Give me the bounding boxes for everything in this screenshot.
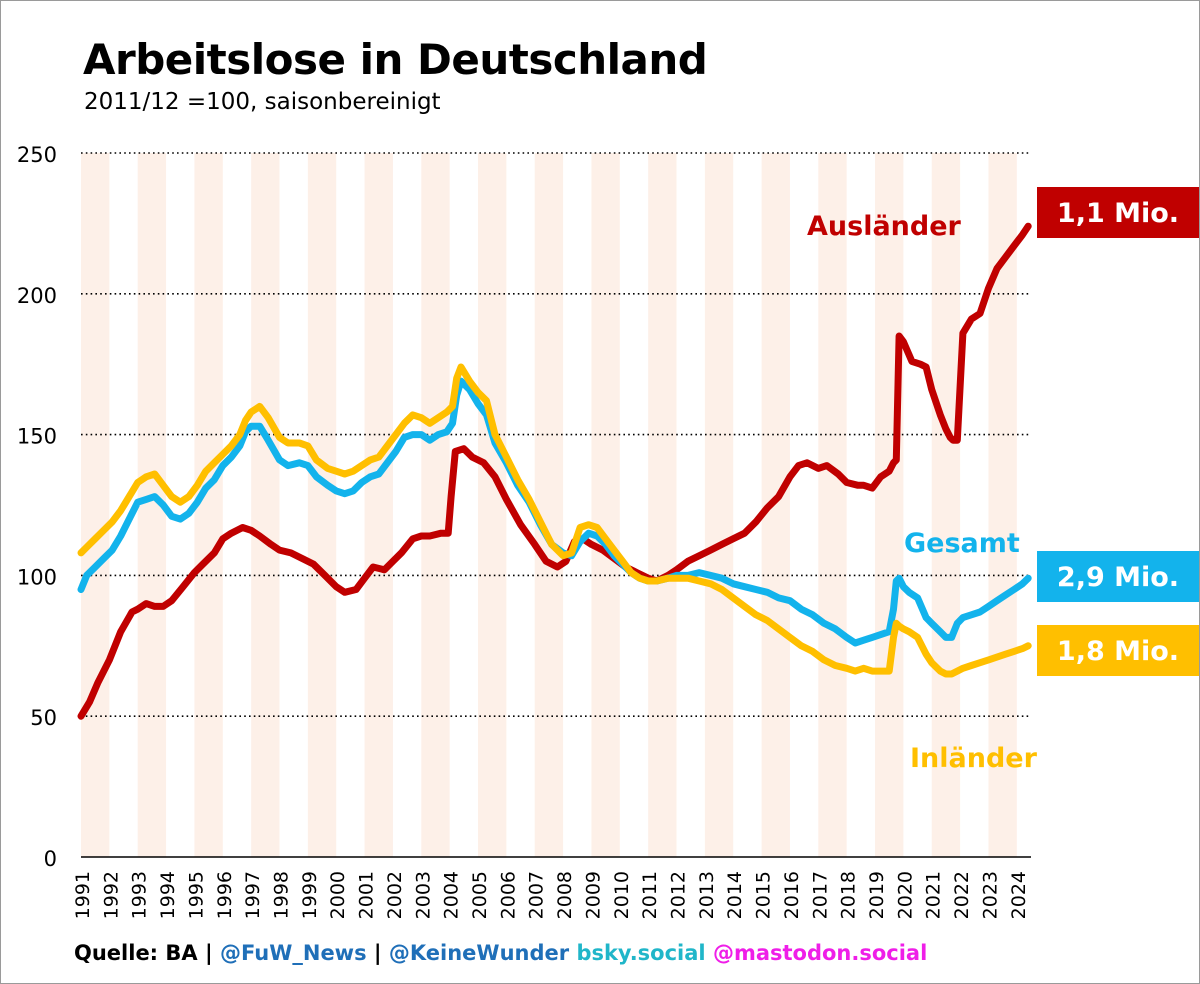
year-stripe bbox=[81, 153, 110, 857]
x-tick-label: 2008 bbox=[554, 871, 576, 919]
series-lines bbox=[77, 222, 1032, 720]
value-badge-label: 2,9 Mio. bbox=[1057, 562, 1179, 593]
y-tick-label: 250 bbox=[17, 143, 57, 167]
year-stripe bbox=[875, 153, 904, 857]
x-tick-label: 2001 bbox=[356, 871, 378, 919]
year-stripe bbox=[818, 153, 847, 857]
year-stripe bbox=[704, 153, 734, 857]
x-tick-label: 2000 bbox=[327, 871, 349, 919]
y-tick-label: 100 bbox=[17, 565, 57, 589]
x-tick-label: 2006 bbox=[497, 871, 519, 919]
x-tick-label: 2017 bbox=[809, 871, 831, 919]
y-tick-label: 50 bbox=[30, 706, 57, 730]
x-tick-label: 1999 bbox=[299, 871, 321, 919]
x-tick-label: 1997 bbox=[242, 871, 264, 919]
year-stripe bbox=[648, 153, 677, 857]
series-label: Inländer bbox=[910, 743, 1038, 774]
bsky-link[interactable]: bsky.social bbox=[576, 941, 706, 965]
chart-title: Arbeitslose in Deutschland bbox=[83, 35, 708, 84]
chart-subtitle: 2011/12 =100, saisonbereinigt bbox=[84, 89, 441, 115]
series-label: Ausländer bbox=[807, 211, 962, 242]
series-line bbox=[77, 363, 1032, 678]
y-tick-label: 200 bbox=[17, 284, 57, 308]
x-tick-label: 2011 bbox=[639, 871, 661, 919]
year-stripe bbox=[364, 153, 393, 857]
x-tick-label: 2009 bbox=[582, 871, 604, 919]
series-label: Gesamt bbox=[904, 528, 1020, 559]
x-tick-label: 2015 bbox=[753, 871, 775, 919]
x-tick-label: 2014 bbox=[724, 871, 746, 919]
x-tick-label: 2010 bbox=[611, 871, 633, 919]
x-tick-label: 2018 bbox=[838, 871, 860, 919]
x-tick-label: 2023 bbox=[979, 871, 1001, 919]
footer-separator: | bbox=[366, 941, 389, 965]
y-tick-label: 0 bbox=[44, 847, 57, 871]
x-tick-label: 2021 bbox=[923, 871, 945, 919]
source-text: Quelle: BA bbox=[74, 941, 198, 965]
footer-credits: Quelle: BA | @FuW_News | @KeineWunder bs… bbox=[74, 941, 927, 965]
x-tick-label: 1994 bbox=[157, 871, 179, 919]
value-badge bbox=[1037, 625, 1199, 676]
x-tick-label: 2005 bbox=[469, 871, 491, 919]
x-tick-label: 2003 bbox=[412, 871, 434, 919]
footer-separator: | bbox=[197, 941, 220, 965]
year-stripe bbox=[307, 153, 337, 857]
year-stripe bbox=[478, 153, 507, 857]
x-tick-label: 2024 bbox=[1008, 871, 1030, 919]
handle-keinewunder[interactable]: @KeineWunder bbox=[388, 941, 570, 965]
value-badge-label: 1,8 Mio. bbox=[1057, 636, 1179, 667]
x-tick-label: 1998 bbox=[271, 871, 293, 919]
year-stripe bbox=[534, 153, 564, 857]
x-tick-label: 2022 bbox=[951, 871, 973, 919]
x-tick-label: 2019 bbox=[866, 871, 888, 919]
value-badge bbox=[1037, 187, 1199, 238]
x-tick-label: 2016 bbox=[781, 871, 803, 919]
x-tick-label: 2007 bbox=[526, 871, 548, 919]
x-tick-label: 1991 bbox=[72, 871, 94, 919]
series-labels: Ausländer Gesamt Inländer bbox=[807, 211, 1038, 774]
x-tick-label: 1992 bbox=[100, 871, 122, 919]
x-tick-label: 1996 bbox=[214, 871, 236, 919]
x-tick-label: 1995 bbox=[185, 871, 207, 919]
value-badge bbox=[1037, 551, 1199, 602]
year-stripe bbox=[251, 153, 280, 857]
x-tick-label: 1993 bbox=[129, 871, 151, 919]
year-stripe bbox=[931, 153, 961, 857]
y-tick-label: 150 bbox=[17, 425, 57, 449]
handle-fuw-news[interactable]: @FuW_News bbox=[219, 941, 367, 965]
y-axis-ticks: 0 50 100 150 200 250 bbox=[17, 143, 57, 871]
year-stripe bbox=[421, 153, 450, 857]
x-axis-ticks: 1991 1992 1993 1994 1995 1996 1997 1998 1999 2000… bbox=[72, 871, 1030, 919]
x-tick-label: 2012 bbox=[668, 871, 690, 919]
x-tick-label: 2013 bbox=[696, 871, 718, 919]
value-badge-label: 1,1 Mio. bbox=[1057, 198, 1179, 229]
end-value-badges: 1,1 Mio. 2,9 Mio. 1,8 Mio. bbox=[1037, 187, 1199, 676]
x-tick-label: 2004 bbox=[441, 871, 463, 919]
year-stripes bbox=[81, 153, 1017, 857]
mastodon-link[interactable]: @mastodon.social bbox=[712, 941, 928, 965]
x-tick-label: 2020 bbox=[894, 871, 916, 919]
x-tick-label: 2002 bbox=[384, 871, 406, 919]
year-stripe bbox=[591, 153, 620, 857]
